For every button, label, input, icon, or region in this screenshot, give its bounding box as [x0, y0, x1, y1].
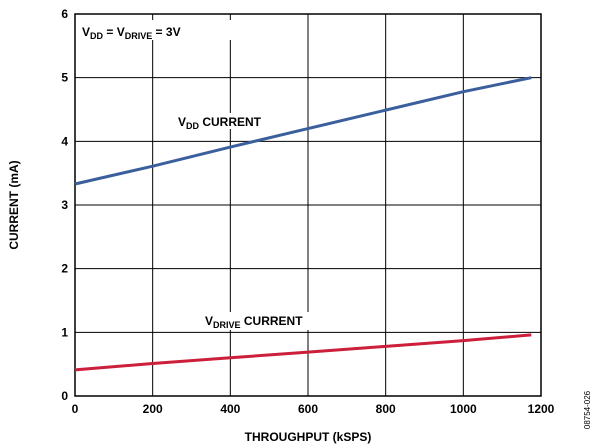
y-tick-label: 2	[61, 262, 68, 276]
x-tick-label: 0	[72, 402, 79, 416]
y-tick-label: 0	[61, 389, 68, 403]
x-tick-label: 1200	[528, 402, 555, 416]
y-tick-label: 4	[61, 134, 68, 148]
x-tick-label: 800	[376, 402, 396, 416]
series-line-vdd-current	[74, 76, 532, 186]
condition-annotation: VDD = VDRIVE = 3V	[82, 25, 181, 41]
plot-frame	[74, 13, 542, 397]
y-tick-label: 6	[61, 7, 68, 21]
series-label-background	[201, 312, 351, 330]
grid	[74, 13, 542, 397]
x-tick-label: 1000	[450, 402, 477, 416]
x-tick-label: 600	[298, 402, 318, 416]
series-label-background	[174, 113, 292, 129]
series-layer	[74, 76, 532, 372]
x-axis-label: THROUGHPUT (kSPS)	[245, 430, 372, 444]
series-label-vdd-current: VDD CURRENT	[178, 115, 262, 131]
y-tick-label: 1	[61, 325, 68, 339]
series-line-vdrive-current	[74, 333, 532, 372]
y-axis-label: CURRENT (mA)	[7, 160, 21, 249]
series-label-vdrive-current: VDRIVE CURRENT	[205, 314, 303, 330]
x-tick-label: 400	[220, 402, 240, 416]
tick-labels: 0 200 400 600 800 1000 1200 0 1 2 3 4 5 6	[61, 7, 554, 416]
y-tick-label: 5	[61, 71, 68, 85]
series-labels: VDD CURRENT VDRIVE CURRENT	[174, 113, 351, 330]
figure-id: 08754-026	[583, 390, 592, 429]
annotation-background	[78, 20, 246, 40]
x-tick-label: 200	[143, 402, 163, 416]
y-tick-label: 3	[61, 198, 68, 212]
